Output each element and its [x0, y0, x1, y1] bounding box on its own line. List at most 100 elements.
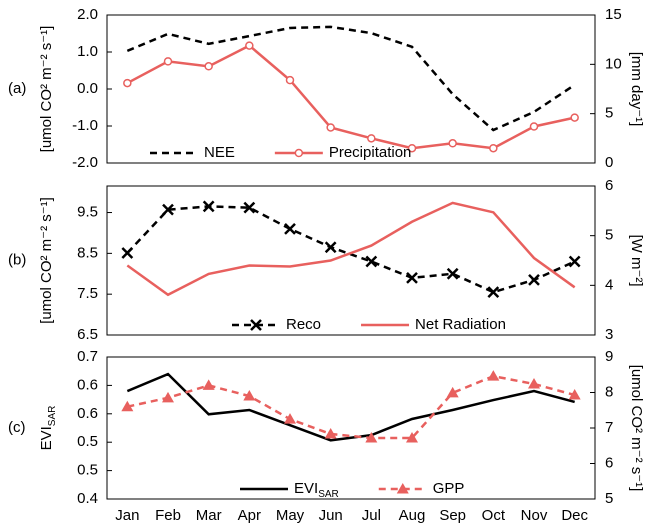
- marker: [365, 431, 378, 443]
- x-tick-label: Dec: [561, 507, 588, 524]
- marker: [406, 431, 418, 443]
- series-line: [126, 44, 575, 150]
- marker: [446, 267, 459, 280]
- legend-label-main: NEE: [204, 144, 235, 161]
- marker: [284, 222, 296, 235]
- y2-tick-label: 5: [605, 227, 613, 244]
- y-tick-label: 0.6: [77, 376, 98, 393]
- legend-marker: [396, 483, 409, 494]
- y2-tick-label: 15: [605, 6, 622, 23]
- marker: [487, 286, 500, 299]
- y2-axis-label: [W m⁻²]: [628, 234, 645, 286]
- y2-tick-label: 5: [605, 105, 613, 122]
- marker: [245, 41, 254, 50]
- marker: [243, 201, 256, 214]
- plot-frame: [106, 356, 596, 500]
- y-axis-label: EVISAR: [38, 406, 58, 451]
- y-tick-label: 0.6: [77, 405, 98, 422]
- series-line: [126, 205, 576, 294]
- legend-marker: [294, 148, 304, 158]
- legend-label-sub: SAR: [318, 489, 339, 500]
- marker: [204, 62, 213, 71]
- x-tick-label: Jan: [115, 507, 139, 524]
- panel-label: (b): [8, 251, 26, 268]
- marker: [407, 143, 417, 153]
- y-tick-label: 8.5: [77, 244, 98, 261]
- y-tick-label: -1.0: [72, 117, 98, 134]
- x-tick-label: Mar: [196, 507, 222, 524]
- marker: [121, 400, 134, 412]
- marker: [528, 274, 540, 286]
- y-tick-label: 0.5: [77, 462, 98, 479]
- y-tick-label: 1.0: [77, 43, 98, 60]
- y-axis-label: [umol CO² m⁻² s⁻¹]: [38, 26, 55, 153]
- y-axis-label-main: [umol CO² m⁻² s⁻¹]: [38, 26, 55, 153]
- legend-marker: [250, 319, 262, 331]
- marker: [285, 75, 295, 85]
- x-tick-label: Jul: [362, 507, 381, 524]
- marker: [162, 391, 174, 403]
- marker: [446, 386, 459, 398]
- y-tick-label: 0.5: [77, 433, 98, 450]
- marker: [121, 247, 134, 259]
- y2-axis-label: [mm day⁻¹]: [628, 52, 645, 127]
- x-tick-label: May: [276, 507, 305, 524]
- y2-tick-label: 5: [605, 490, 613, 507]
- marker: [529, 122, 539, 131]
- series-line: [126, 201, 576, 297]
- legend-label: Net Radiation: [415, 316, 506, 333]
- legend-label-main: EVI: [294, 480, 318, 497]
- y-tick-label: 2.0: [77, 6, 98, 23]
- marker: [448, 139, 457, 148]
- marker: [324, 428, 337, 439]
- marker: [568, 388, 581, 400]
- y2-tick-label: 8: [605, 383, 613, 400]
- x-tick-label: Aug: [399, 507, 426, 524]
- y-tick-label: 9.5: [77, 204, 98, 221]
- legend-label-main: Net Radiation: [415, 316, 506, 333]
- x-tick-label: Sep: [439, 507, 466, 524]
- y-tick-label: 0.7: [77, 348, 98, 365]
- marker: [324, 241, 337, 254]
- panel-label: (a): [8, 80, 26, 97]
- marker: [202, 200, 215, 213]
- y2-tick-label: 6: [605, 454, 613, 471]
- y2-tick-label: 0: [605, 154, 613, 171]
- x-tick-label: Jun: [319, 507, 343, 524]
- marker: [123, 78, 132, 88]
- marker: [284, 413, 296, 424]
- y2-tick-label: 6: [605, 177, 613, 194]
- legend-label: Precipitation: [329, 144, 412, 161]
- marker: [406, 271, 418, 284]
- x-tick-label: Feb: [155, 507, 181, 524]
- series-line: [126, 25, 576, 132]
- marker: [365, 255, 378, 268]
- x-tick-label: Oct: [482, 507, 506, 524]
- y2-tick-label: 10: [605, 55, 622, 72]
- marker: [487, 370, 500, 381]
- marker: [528, 377, 540, 389]
- y2-tick-label: 7: [605, 419, 613, 436]
- legend-label: EVISAR: [294, 480, 339, 500]
- y-tick-label: 7.5: [77, 285, 98, 302]
- marker: [568, 255, 581, 268]
- legend-label-main: Precipitation: [329, 144, 412, 161]
- legend-label: Reco: [286, 316, 321, 333]
- y2-tick-label: 3: [605, 326, 613, 343]
- legend-label: GPP: [433, 480, 465, 497]
- marker: [243, 390, 256, 401]
- y2-axis-label: [umol CO² m⁻² s⁻¹]: [628, 365, 645, 492]
- marker: [570, 113, 579, 122]
- marker: [326, 123, 335, 132]
- marker: [367, 134, 376, 143]
- y2-tick-label: 4: [605, 276, 613, 293]
- x-tick-label: Nov: [521, 507, 548, 524]
- y-axis-label: [umol CO² m⁻² s⁻¹]: [38, 197, 55, 324]
- plot-frame: [106, 185, 596, 336]
- y-tick-label: -2.0: [72, 154, 98, 171]
- legend-label-main: Reco: [286, 316, 321, 333]
- y-tick-label: 0.0: [77, 80, 98, 97]
- y-axis-label-main: EVI: [38, 426, 55, 450]
- legend-label-main: GPP: [433, 480, 465, 497]
